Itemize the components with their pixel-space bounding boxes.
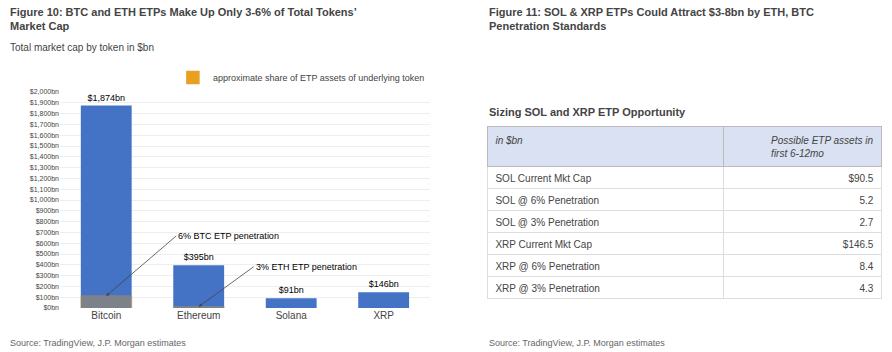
svg-text:Figure 10: BTC and ETH ETPs Ma: Figure 10: BTC and ETH ETPs Make Up Only… xyxy=(10,6,357,32)
svg-text:Total market cap by token in $: Total market cap by token in $bn xyxy=(10,42,154,53)
svg-text:XRP Current Mkt Cap: XRP Current Mkt Cap xyxy=(495,239,592,250)
svg-text:$500bn: $500bn xyxy=(36,250,59,257)
svg-text:SOL @ 6% Penetration: SOL @ 6% Penetration xyxy=(495,195,599,206)
svg-text:$400bn: $400bn xyxy=(36,261,59,268)
svg-text:$146.5: $146.5 xyxy=(843,239,874,250)
svg-text:$395bn: $395bn xyxy=(184,252,214,262)
svg-text:$1,000bn: $1,000bn xyxy=(30,196,59,203)
svg-text:approximate share of ETP asset: approximate share of ETP assets of under… xyxy=(213,73,424,83)
svg-text:Possible ETP assets infirst 6-: Possible ETP assets infirst 6-12mo xyxy=(771,135,873,159)
svg-text:$100bn: $100bn xyxy=(36,294,59,301)
svg-text:Source: TradingView, J.P. Morg: Source: TradingView, J.P. Morgan estimat… xyxy=(489,338,665,348)
svg-text:$91bn: $91bn xyxy=(279,285,304,295)
svg-text:$0bn: $0bn xyxy=(43,304,59,311)
svg-text:$1,400bn: $1,400bn xyxy=(30,153,59,160)
svg-text:Source: TradingView, J.P. Morg: Source: TradingView, J.P. Morgan estimat… xyxy=(10,338,186,348)
svg-text:5.2: 5.2 xyxy=(860,195,874,206)
svg-text:$1,100bn: $1,100bn xyxy=(30,186,59,193)
svg-text:SOL @ 3% Penetration: SOL @ 3% Penetration xyxy=(495,217,599,228)
svg-text:in $bn: in $bn xyxy=(495,135,523,146)
svg-text:$1,874bn: $1,874bn xyxy=(87,93,125,103)
svg-text:$1,300bn: $1,300bn xyxy=(30,164,59,171)
svg-text:4.3: 4.3 xyxy=(860,283,874,294)
svg-text:Figure 11: SOL & XRP ETPs Coul: Figure 11: SOL & XRP ETPs Could Attract … xyxy=(489,6,814,32)
svg-text:$1,900bn: $1,900bn xyxy=(30,99,59,106)
svg-text:XRP: XRP xyxy=(373,310,394,321)
svg-text:$1,200bn: $1,200bn xyxy=(30,175,59,182)
svg-text:$1,700bn: $1,700bn xyxy=(30,121,59,128)
svg-text:8.4: 8.4 xyxy=(860,261,874,272)
svg-text:$800bn: $800bn xyxy=(36,218,59,225)
svg-text:$90.5: $90.5 xyxy=(848,173,873,184)
svg-text:3% ETH ETP penetration: 3% ETH ETP penetration xyxy=(256,262,357,272)
svg-text:XRP @ 3% Penetration: XRP @ 3% Penetration xyxy=(495,283,599,294)
svg-text:XRP @ 6% Penetration: XRP @ 6% Penetration xyxy=(495,261,599,272)
svg-text:$1,800bn: $1,800bn xyxy=(30,110,59,117)
svg-text:Sizing SOL and XRP ETP Opportu: Sizing SOL and XRP ETP Opportunity xyxy=(489,106,686,118)
svg-text:SOL Current Mkt Cap: SOL Current Mkt Cap xyxy=(495,173,591,184)
svg-text:$600bn: $600bn xyxy=(36,240,59,247)
svg-text:Ethereum: Ethereum xyxy=(177,310,220,321)
svg-text:$146bn: $146bn xyxy=(369,279,399,289)
svg-text:$200bn: $200bn xyxy=(36,283,59,290)
svg-text:$1,600bn: $1,600bn xyxy=(30,132,59,139)
svg-text:$900bn: $900bn xyxy=(36,207,59,214)
svg-text:$2,000bn: $2,000bn xyxy=(30,88,59,95)
svg-text:6% BTC ETP penetration: 6% BTC ETP penetration xyxy=(178,231,279,241)
svg-text:$1,500bn: $1,500bn xyxy=(30,142,59,149)
svg-text:$700bn: $700bn xyxy=(36,229,59,236)
svg-text:$300bn: $300bn xyxy=(36,272,59,279)
svg-text:Bitcoin: Bitcoin xyxy=(91,310,121,321)
svg-text:Solana: Solana xyxy=(276,310,308,321)
svg-text:2.7: 2.7 xyxy=(860,217,874,228)
